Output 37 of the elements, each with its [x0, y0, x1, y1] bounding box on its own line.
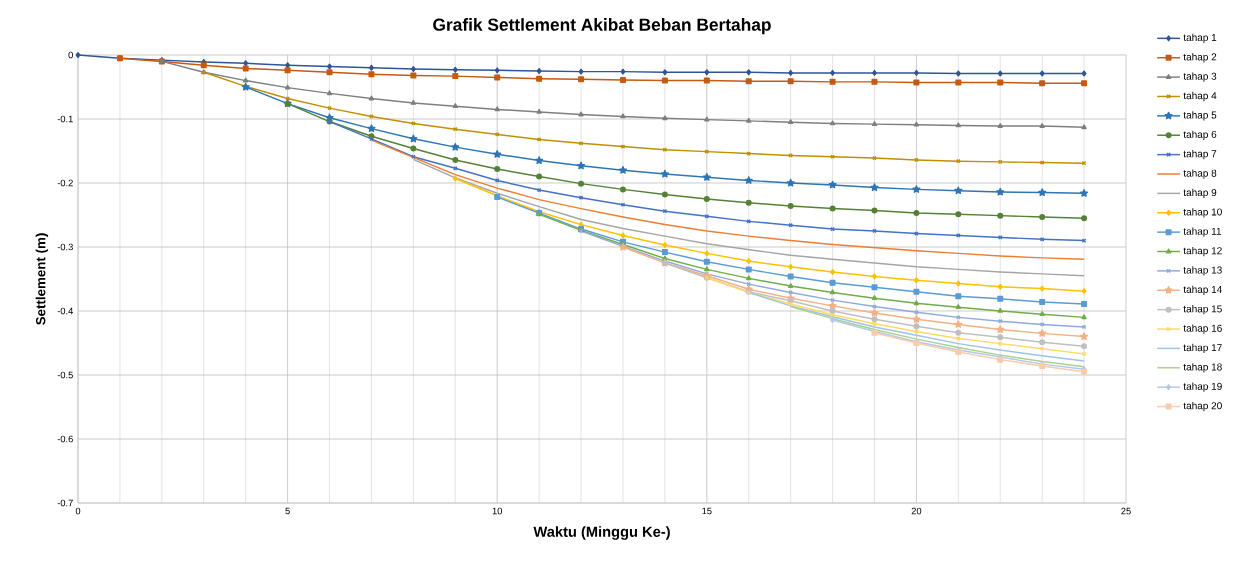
legend-label: tahap 14: [1183, 285, 1222, 295]
y-tick-label: -0.3: [57, 243, 73, 251]
x-tick-label: 20: [911, 507, 922, 515]
legend-label: tahap 11: [1183, 227, 1222, 237]
legend-label: tahap 6: [1183, 130, 1217, 140]
y-axis-title: Settlement (m): [35, 233, 49, 325]
y-tick-label: -0.7: [57, 499, 73, 507]
legend-label: tahap 7: [1183, 150, 1217, 160]
x-tick-label: 10: [492, 507, 503, 515]
x-tick-label: 25: [1121, 507, 1131, 515]
y-tick-label: 0: [68, 51, 73, 59]
x-tick-label: 0: [75, 507, 81, 515]
legend-label: tahap 16: [1183, 324, 1222, 334]
y-tick-label: -0.5: [57, 371, 73, 379]
y-tick-label: -0.6: [57, 435, 73, 443]
legend-label: tahap 17: [1183, 343, 1222, 354]
legend-label: tahap 2: [1183, 53, 1217, 63]
legend-label: tahap 8: [1183, 169, 1217, 179]
legend-label: tahap 15: [1183, 305, 1222, 315]
legend-label: tahap 12: [1183, 246, 1222, 257]
legend-label: tahap 20: [1183, 401, 1222, 412]
legend-label: tahap 10: [1183, 208, 1222, 218]
legend-label: tahap 13: [1183, 266, 1222, 276]
legend-label: tahap 5: [1183, 111, 1217, 121]
legend-label: tahap 19: [1183, 382, 1222, 392]
y-tick-label: -0.1: [57, 115, 73, 123]
legend-label: tahap 18: [1183, 363, 1222, 373]
legend-label: tahap 9: [1183, 188, 1217, 199]
legend-label: tahap 4: [1183, 91, 1217, 102]
y-tick-label: -0.4: [57, 307, 74, 315]
chart-title: Grafik Settlement Akibat Beban Bertahap: [433, 18, 771, 35]
legend-label: tahap 1: [1183, 33, 1217, 44]
legend-label: tahap 3: [1183, 72, 1217, 82]
x-tick-label: 15: [702, 507, 712, 515]
x-tick-label: 5: [285, 507, 290, 515]
y-tick-label: -0.2: [57, 179, 73, 187]
x-axis-title: Waktu (Minggu Ke-): [533, 526, 670, 540]
